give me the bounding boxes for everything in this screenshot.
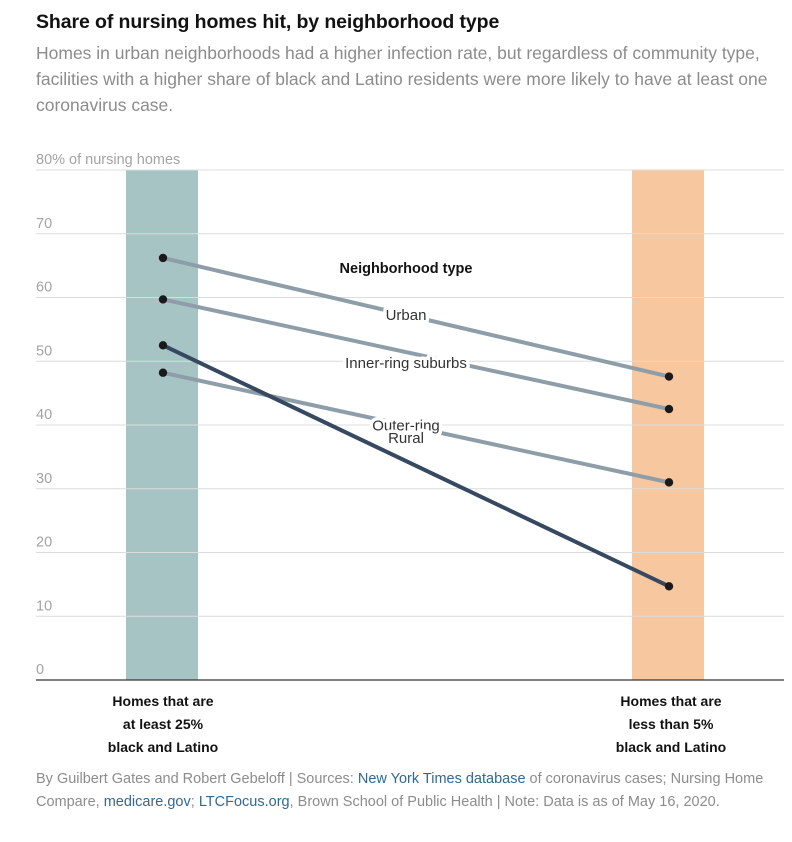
category-label-line: black and Latino <box>107 739 219 755</box>
category-label-line: less than 5% <box>628 716 714 732</box>
byline-text: By Guilbert Gates and Robert Gebeloff | … <box>36 771 358 787</box>
data-point-outer-ring <box>664 478 674 487</box>
footer-text: , Brown School of Public Health | Note: … <box>289 793 720 810</box>
data-point-outer-ring <box>158 368 168 377</box>
footer-text: of coronavirus cases; Nursing Home Compa… <box>36 771 764 810</box>
y-tick-label: 50 <box>36 343 52 359</box>
category-label-line: black and Latino <box>615 739 727 755</box>
chart-title: Share of nursing homes hit, by neighborh… <box>36 11 500 33</box>
category-label-line: at least 25% <box>122 716 204 732</box>
series-labels: Neighborhood type Urban Inner-ring suburbs… <box>340 261 473 450</box>
y-tick-label: 60 <box>36 280 52 296</box>
gridlines <box>36 169 784 617</box>
category-label-left: Homes that are at least 25% black and La… <box>73 690 253 759</box>
y-tick-label: 10 <box>36 598 52 614</box>
data-point-inner-ring-suburbs <box>664 404 674 414</box>
source-note: By Guilbert Gates and Robert Gebeloff | … <box>36 768 764 813</box>
y-tick-label: 40 <box>36 407 52 423</box>
series-line-urban <box>161 255 671 379</box>
chart-subtitle: Homes in urban neighborhoods had a highe… <box>36 43 768 115</box>
data-point-urban <box>158 253 168 263</box>
y-tick-label: 80% of nursing homes <box>36 152 180 168</box>
y-tick-label: 20 <box>36 535 52 551</box>
data-point-rural <box>664 582 674 591</box>
series-line-outer-ring <box>161 370 671 485</box>
y-tick-label: 70 <box>36 216 52 232</box>
data-point-rural <box>158 341 168 350</box>
nyt-database-link[interactable]: New York Times database <box>357 771 526 787</box>
ltcfocus-link[interactable]: LTCFocus.org <box>198 793 290 810</box>
legend-title: Neighborhood type <box>340 261 473 277</box>
series-line-rural <box>161 343 671 589</box>
series-line-inner-ring-suburbs <box>161 297 671 412</box>
y-tick-labels: 0 10 20 30 40 50 60 70 80% of nursing homes <box>36 152 180 678</box>
data-point-urban <box>664 372 674 381</box>
medicare-link[interactable]: medicare.gov <box>103 793 191 810</box>
data-point-inner-ring-suburbs <box>158 295 168 304</box>
series-label-rural: Rural <box>388 430 424 447</box>
series-label-outer-ring: Outer-ring <box>372 417 440 434</box>
category-label-line: Homes that are <box>620 693 722 709</box>
series-label-urban: Urban <box>386 307 427 324</box>
y-tick-label: 0 <box>36 662 44 678</box>
series-lines <box>158 253 674 591</box>
slope-chart: 0 10 20 30 40 50 60 70 80% of nursing homes Neig… <box>36 152 784 681</box>
category-label-line: Homes that are <box>112 693 214 709</box>
y-tick-label: 30 <box>36 471 52 487</box>
category-label-right: Homes that are less than 5% black and La… <box>581 690 761 759</box>
footer-text: ; <box>190 793 199 810</box>
series-label-inner-ring-suburbs: Inner-ring suburbs <box>345 355 467 372</box>
